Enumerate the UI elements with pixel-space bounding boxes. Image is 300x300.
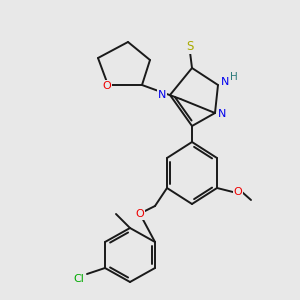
Text: Cl: Cl — [74, 274, 84, 284]
Text: S: S — [186, 40, 194, 53]
Text: O: O — [234, 187, 242, 197]
Text: H: H — [230, 72, 238, 82]
Text: N: N — [221, 77, 229, 87]
Text: N: N — [218, 109, 226, 119]
Text: O: O — [136, 209, 144, 219]
Text: O: O — [103, 81, 111, 91]
Text: N: N — [158, 90, 166, 100]
